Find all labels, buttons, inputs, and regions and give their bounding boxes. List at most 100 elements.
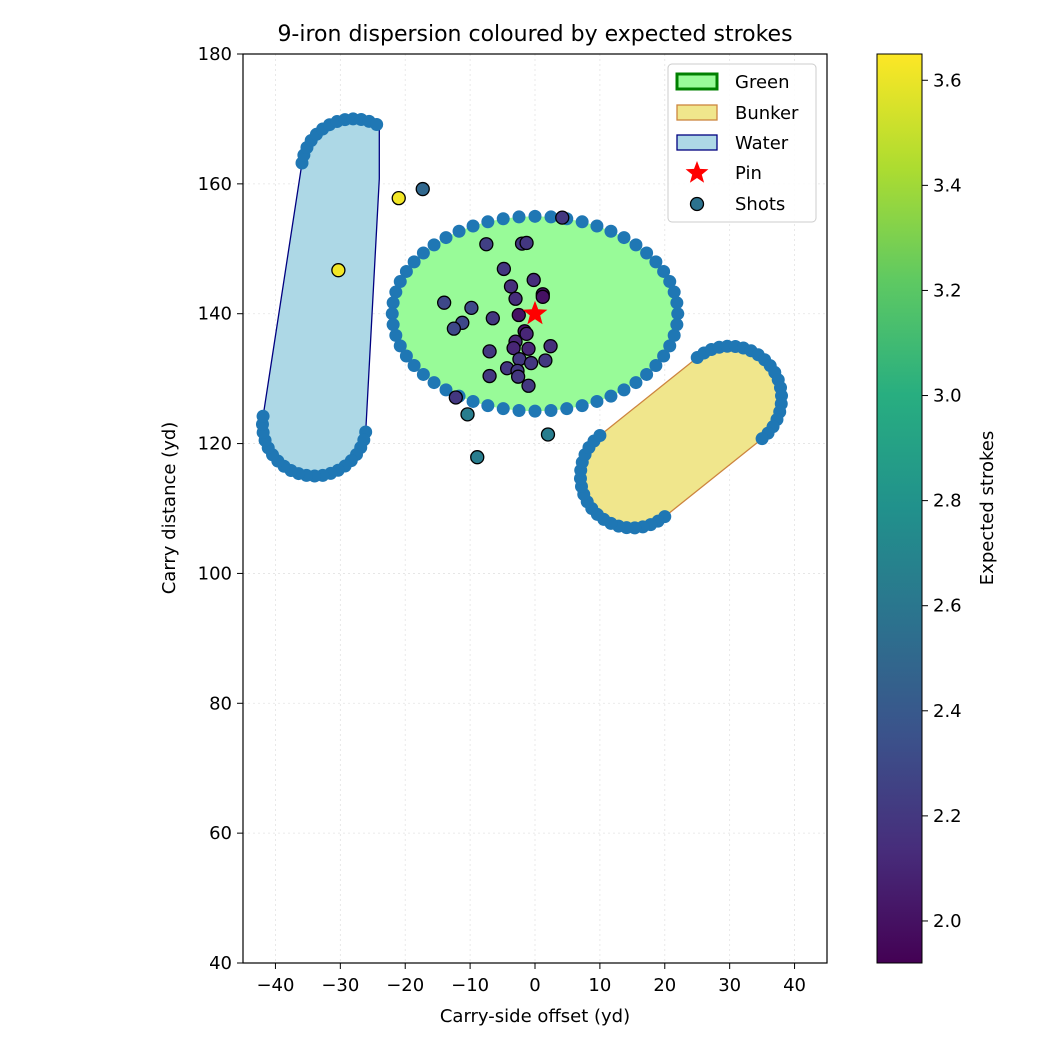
y-tick-label: 100 bbox=[198, 563, 232, 584]
green-boundary-point bbox=[389, 285, 403, 299]
green-boundary-point bbox=[512, 403, 526, 417]
pin-marker bbox=[522, 300, 548, 325]
green-boundary-point bbox=[640, 246, 654, 260]
shot-point bbox=[512, 352, 527, 367]
green-boundary-point bbox=[590, 394, 604, 408]
green-boundary-point bbox=[386, 318, 400, 332]
green-boundary-point bbox=[496, 212, 510, 226]
y-tick-label: 160 bbox=[198, 174, 232, 195]
y-tick-label: 120 bbox=[198, 434, 232, 455]
green-boundary-point bbox=[667, 285, 681, 299]
colorbar-tick-label: 2.8 bbox=[933, 491, 962, 512]
green-boundary-point bbox=[399, 264, 413, 278]
green-boundary-point bbox=[416, 246, 430, 260]
bunker-boundary-point bbox=[593, 428, 607, 442]
green-boundary-point bbox=[604, 224, 618, 238]
shot-point bbox=[510, 369, 526, 384]
green-boundary-point bbox=[663, 275, 677, 289]
green-boundary-point bbox=[560, 402, 574, 416]
colorbar-tick-label: 2.0 bbox=[933, 911, 962, 932]
legend-water-label: Water bbox=[735, 133, 789, 154]
green-boundary-point bbox=[544, 210, 558, 224]
shot-point bbox=[540, 427, 556, 442]
green-boundary-point bbox=[629, 376, 643, 390]
y-tick-label: 140 bbox=[198, 304, 232, 325]
shot-point bbox=[437, 295, 452, 310]
colorbar-tick-label: 2.2 bbox=[933, 806, 962, 827]
shot-point bbox=[543, 339, 558, 354]
shot-point bbox=[538, 353, 553, 368]
green-boundary-point bbox=[481, 215, 495, 229]
green-boundary-point bbox=[439, 231, 453, 245]
x-tick-label: −10 bbox=[451, 975, 489, 996]
shot-point bbox=[448, 390, 463, 405]
colorbar-tick-label: 3.4 bbox=[933, 175, 962, 196]
colorbar-label: Expected strokes bbox=[977, 431, 998, 585]
shot-point bbox=[391, 190, 406, 206]
green-boundary-point bbox=[649, 255, 663, 269]
x-tick-label: −20 bbox=[386, 975, 424, 996]
legend-shots-label: Shots bbox=[735, 194, 785, 215]
green-boundary-point bbox=[528, 209, 542, 223]
green-boundary-point bbox=[590, 219, 604, 233]
shot-point bbox=[555, 210, 570, 225]
green-boundary-point bbox=[481, 399, 495, 413]
x-tick-label: 30 bbox=[718, 975, 741, 996]
legend: Green Bunker Water Pin Shots bbox=[667, 63, 817, 223]
green-boundary-point bbox=[640, 367, 654, 381]
x-tick-label: 20 bbox=[653, 975, 676, 996]
colorbar-ticks: 2.0 2.2 2.4 2.6 2.8 3.0 3.2 3.4 3.6 bbox=[922, 70, 962, 932]
green-boundary-point bbox=[416, 367, 430, 381]
x-tick-label: 10 bbox=[588, 975, 611, 996]
legend-pin-star-icon bbox=[685, 161, 709, 183]
green-boundary-point bbox=[427, 376, 441, 390]
legend-bunker-swatch bbox=[676, 104, 718, 121]
colorbar-tick-label: 3.0 bbox=[933, 386, 962, 407]
axis-ticks: −40 −30 −20 −10 0 10 20 30 40 40 60 80 100 120 140 160 1… bbox=[198, 44, 806, 996]
green-boundary-point bbox=[496, 402, 510, 416]
shot-point bbox=[535, 289, 550, 304]
shot-point bbox=[479, 237, 494, 252]
shot-point bbox=[508, 291, 523, 306]
legend-shots-marker bbox=[689, 196, 705, 212]
bunker-boundary-point bbox=[755, 432, 769, 446]
green-boundary-point bbox=[389, 328, 403, 342]
green-boundary-point bbox=[657, 349, 671, 363]
green-boundary-point bbox=[575, 215, 589, 229]
green-boundary-point bbox=[386, 296, 400, 310]
water-boundary-point bbox=[370, 117, 384, 131]
legend-pin-label: Pin bbox=[735, 163, 762, 184]
green-boundary-point bbox=[604, 389, 618, 403]
green-boundary-point bbox=[452, 224, 466, 238]
shot-point bbox=[460, 407, 475, 422]
shot-point bbox=[511, 307, 526, 323]
green-boundary-point bbox=[393, 339, 407, 353]
green-boundary-point bbox=[512, 210, 526, 224]
green-boundary-point bbox=[617, 383, 631, 397]
green-boundary-point bbox=[617, 231, 631, 245]
green-boundary-point bbox=[439, 383, 453, 397]
data-layer bbox=[255, 112, 789, 535]
green-boundary-point bbox=[629, 238, 643, 252]
green-boundary-point bbox=[393, 275, 407, 289]
green-boundary-point bbox=[663, 339, 677, 353]
green-boundary-point bbox=[466, 219, 480, 233]
shot-point bbox=[523, 355, 539, 371]
water-boundary-point bbox=[256, 409, 270, 423]
legend-bunker-label: Bunker bbox=[735, 103, 799, 124]
shot-point bbox=[415, 181, 430, 197]
green-boundary-point bbox=[407, 359, 421, 373]
y-axis-label: Carry distance (yd) bbox=[159, 422, 180, 595]
shot-point bbox=[521, 341, 536, 356]
colorbar-tick-label: 3.2 bbox=[933, 280, 962, 301]
green-boundary-point bbox=[657, 264, 671, 278]
legend-green-label: Green bbox=[735, 72, 790, 93]
legend-box bbox=[667, 63, 817, 223]
legend-water-swatch bbox=[676, 134, 718, 151]
green-boundary-point bbox=[466, 394, 480, 408]
shot-point bbox=[506, 340, 521, 356]
shot-point bbox=[482, 368, 497, 384]
shot-point bbox=[496, 261, 512, 277]
green-boundary-point bbox=[399, 349, 413, 363]
shot-point bbox=[470, 450, 485, 465]
